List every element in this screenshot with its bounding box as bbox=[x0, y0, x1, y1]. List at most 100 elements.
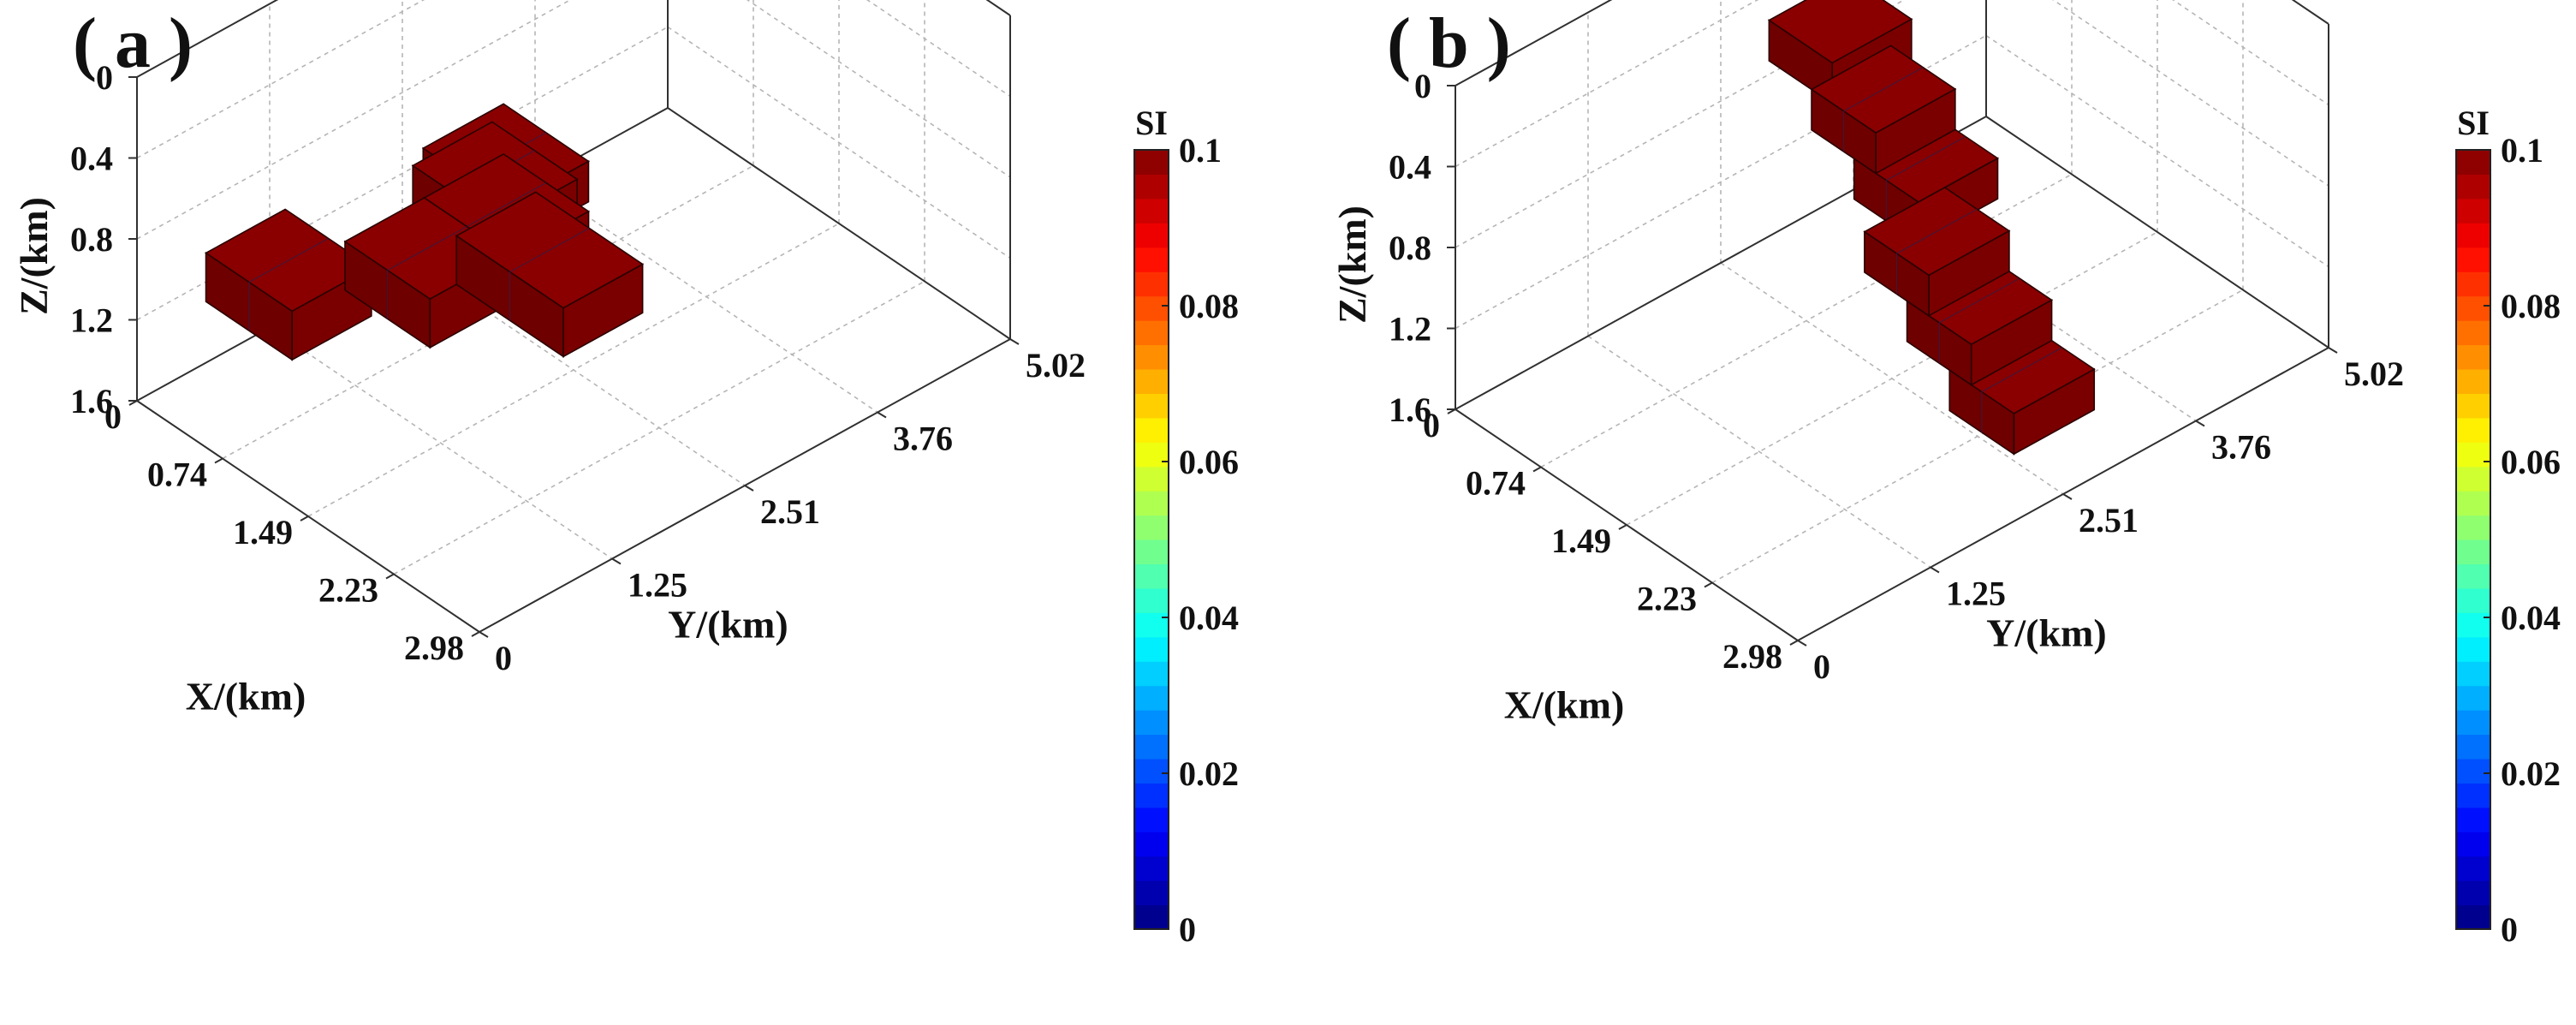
x-tick-mark bbox=[214, 457, 223, 464]
colorbar-segment bbox=[1134, 734, 1169, 760]
z-tick-label: 0.8 bbox=[1389, 229, 1431, 267]
colorbar: 0 0.02 0.04 0.06 0.08 0.1 SI bbox=[2455, 104, 2561, 949]
grid-line bbox=[534, 180, 878, 414]
voxel-cell-line bbox=[1938, 277, 2020, 324]
grid-line bbox=[866, 0, 1011, 98]
x-tick-label: 2.23 bbox=[1637, 580, 1697, 618]
colorbar-segment bbox=[2456, 685, 2490, 711]
colorbar-segment bbox=[1134, 636, 1169, 662]
x-tick-mark bbox=[1532, 466, 1542, 473]
grid-line bbox=[136, 0, 425, 159]
colorbar-segment bbox=[1134, 880, 1169, 906]
panel-b: 0 0.74 1.49 2.23 2.98 0 1.25 2.51 3.76 5.02 0 0.4 0.… bbox=[1330, 0, 2561, 949]
colorbar-segment bbox=[2456, 515, 2490, 540]
colorbar-segment bbox=[1134, 320, 1169, 346]
x-tick-mark bbox=[1618, 524, 1627, 530]
colorbar-segment bbox=[1134, 150, 1169, 176]
grid-line bbox=[1720, 262, 2064, 495]
colorbar-segment bbox=[1134, 344, 1169, 370]
colorbar-segment bbox=[1134, 271, 1169, 297]
colorbar-tick-label: 0 bbox=[1179, 910, 1196, 949]
colorbar-segment bbox=[2456, 223, 2490, 248]
colorbar-segment bbox=[1134, 612, 1169, 638]
colorbar: 0 0.02 0.04 0.06 0.08 0.1 SI bbox=[1133, 104, 1239, 949]
grid-line bbox=[393, 280, 925, 575]
z-tick-label: 0 bbox=[96, 58, 113, 97]
y-tick-mark bbox=[744, 485, 754, 492]
x-tick-label: 0 bbox=[104, 397, 122, 436]
y-tick-label: 2.51 bbox=[760, 492, 820, 531]
colorbar-segment bbox=[1134, 758, 1169, 784]
voxel-cell-line bbox=[1896, 208, 1978, 254]
colorbar-segment bbox=[1134, 587, 1169, 613]
panel-a: 0 0.74 1.49 2.23 2.98 0 1.25 2.51 3.76 5.02 0 0.4 0.… bbox=[12, 0, 1239, 949]
z-tick-label: 0 bbox=[1414, 67, 1431, 105]
x-tick-label: 2.98 bbox=[1722, 637, 1782, 676]
colorbar-tick-label: 0.04 bbox=[1179, 599, 1239, 637]
colorbar-segment bbox=[1134, 831, 1169, 857]
colorbar-segment bbox=[2456, 344, 2490, 370]
axis-box-edge bbox=[136, 0, 279, 78]
colorbar-frame bbox=[2455, 149, 2491, 930]
y-tick-mark bbox=[1930, 566, 1940, 574]
axis-box-edge bbox=[2291, 0, 2329, 25]
colorbar-segment bbox=[1134, 563, 1169, 589]
y-tick-mark bbox=[877, 411, 887, 419]
z-tick-label: 0.4 bbox=[1389, 148, 1431, 187]
colorbar-segment bbox=[2456, 174, 2490, 200]
grid-line bbox=[136, 0, 572, 240]
voxel-block bbox=[1906, 255, 2054, 386]
y-tick-mark bbox=[479, 631, 489, 638]
colorbar-segment bbox=[2456, 710, 2490, 736]
z-tick-label: 0.4 bbox=[70, 140, 113, 178]
colorbar-segment bbox=[2456, 831, 2490, 857]
colorbar-segment bbox=[2456, 393, 2490, 419]
panel-label: ( a ) bbox=[73, 3, 193, 83]
colorbar-segment bbox=[2456, 295, 2490, 321]
colorbar-tick-label: 0.04 bbox=[2501, 599, 2561, 637]
colorbar-title: SI bbox=[1135, 104, 1168, 142]
x-tick-label: 1.49 bbox=[233, 513, 293, 551]
colorbar-segment bbox=[1134, 223, 1169, 248]
colorbar-segment bbox=[2456, 612, 2490, 638]
y-tick-mark bbox=[1009, 338, 1020, 345]
colorbar-segment bbox=[2456, 661, 2490, 687]
colorbar-segment bbox=[1134, 685, 1169, 711]
x-tick-label: 1.49 bbox=[1551, 521, 1611, 560]
colorbar-segment bbox=[2456, 758, 2490, 784]
x-tick-mark bbox=[1789, 640, 1799, 646]
y-tick-label: 1.25 bbox=[628, 566, 687, 605]
colorbar-segment bbox=[2456, 442, 2490, 468]
colorbar-segment bbox=[1134, 491, 1169, 516]
axis-box-edge bbox=[1455, 0, 1613, 86]
voxel-cell-line bbox=[387, 226, 467, 271]
colorbar-segment bbox=[2456, 466, 2490, 492]
x-tick-label: 0 bbox=[1423, 406, 1440, 444]
z-axis-title: Z/(km) bbox=[12, 197, 56, 315]
colorbar-segment bbox=[2456, 734, 2490, 760]
colorbar-segment bbox=[1134, 855, 1169, 881]
colorbar-segment bbox=[2456, 247, 2490, 272]
colorbar-segment bbox=[2456, 904, 2490, 930]
y-axis-title: Y/(km) bbox=[1986, 611, 2107, 654]
colorbar-segment bbox=[1134, 783, 1169, 808]
y-axis-title: Y/(km) bbox=[668, 602, 788, 646]
colorbar-segment bbox=[2456, 539, 2490, 565]
colorbar-tick-label: 0.02 bbox=[1179, 754, 1239, 793]
y-tick-mark bbox=[2328, 347, 2338, 354]
x-tick-mark bbox=[300, 515, 309, 521]
y-tick-label: 0 bbox=[1813, 647, 1830, 686]
colorbar-tick-label: 0.1 bbox=[2501, 131, 2543, 170]
colorbar-segment bbox=[1134, 417, 1169, 443]
y-tick-label: 1.25 bbox=[1946, 575, 2006, 613]
colorbar-segment bbox=[1134, 368, 1169, 394]
colorbar-segment bbox=[2456, 150, 2490, 176]
colorbar-tick-label: 0.08 bbox=[1179, 287, 1239, 325]
z-tick-label: 1.6 bbox=[1389, 390, 1431, 429]
colorbar-segment bbox=[2456, 320, 2490, 346]
voxel-cell-line bbox=[1886, 136, 1966, 182]
colorbar-segment bbox=[1134, 710, 1169, 736]
x-tick-label: 0.74 bbox=[147, 456, 207, 494]
x-tick-label: 2.98 bbox=[404, 629, 464, 667]
